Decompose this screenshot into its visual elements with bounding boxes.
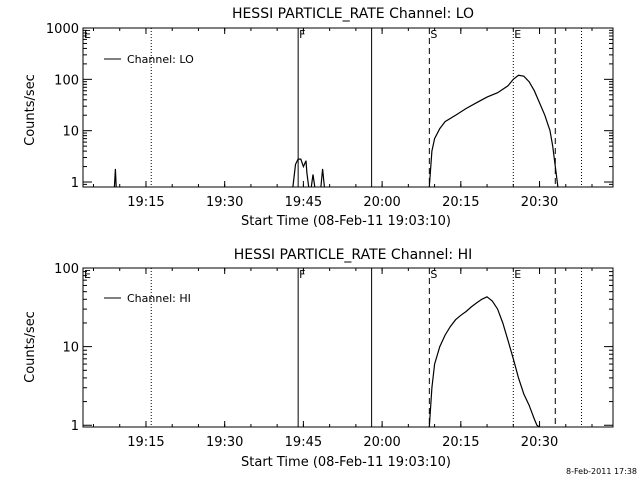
x-tick-label: 19:45 (285, 435, 322, 450)
series-line (428, 296, 540, 428)
x-tick-label: 19:30 (206, 435, 243, 450)
series-line (292, 158, 310, 188)
y-axis-label-lo: Counts/sec (23, 74, 38, 146)
marker-label: E (514, 28, 521, 41)
x-tick-label: 20:30 (521, 195, 558, 210)
marker-label: E (84, 268, 91, 281)
series-line (310, 174, 316, 188)
y-tick-label: 10 (62, 341, 79, 356)
x-tick-label: 19:30 (206, 195, 243, 210)
x-tick-label: 19:15 (127, 195, 164, 210)
plot-area-hi: E F S E 19:15 19:30 19:45 20:00 20:15 20:30 1 10 100 (54, 262, 614, 450)
marker-label: E (514, 268, 521, 281)
x-tick-label: 20:00 (363, 195, 400, 210)
y-tick-label: 1 (71, 176, 79, 191)
marker-label: F (299, 28, 305, 41)
legend-label-hi: Channel: HI (127, 292, 191, 305)
legend-label-lo: Channel: LO (127, 53, 194, 66)
series-line (428, 74, 559, 188)
marker-label: S (430, 28, 437, 41)
x-tick-label: 19:45 (285, 195, 322, 210)
y-tick-label: 10 (62, 125, 79, 140)
marker-label: F (299, 268, 305, 281)
x-axis-label-hi: Start Time (08-Feb-11 19:03:10) (241, 455, 451, 470)
y-tick-label: 1 (71, 419, 79, 434)
panel-hi: HESSI PARTICLE_RATE Channel: HI Counts/s… (23, 247, 614, 470)
plot-area-lo: E F S E 19:15 19:30 19:45 20:00 20:15 20:30 1 10 100… (46, 22, 614, 210)
marker-label: E (84, 28, 91, 41)
x-axis-label-lo: Start Time (08-Feb-11 19:03:10) (241, 214, 451, 229)
plot-frame (82, 27, 614, 188)
x-tick-label: 20:15 (442, 195, 479, 210)
y-axis-label-hi: Counts/sec (23, 311, 38, 383)
x-tick-label: 20:00 (363, 435, 400, 450)
x-tick-label: 20:15 (442, 435, 479, 450)
x-tick-label: 20:30 (521, 435, 558, 450)
chart-title-hi: HESSI PARTICLE_RATE Channel: HI (234, 247, 472, 263)
y-tick-label: 100 (54, 262, 79, 277)
y-tick-label: 100 (54, 73, 79, 88)
x-tick-label: 19:15 (127, 435, 164, 450)
footer-timestamp: 8-Feb-2011 17:38 (566, 467, 637, 476)
marker-label: S (430, 268, 437, 281)
series-line (113, 168, 117, 188)
chart-title-lo: HESSI PARTICLE_RATE Channel: LO (232, 6, 474, 22)
panel-lo: HESSI PARTICLE_RATE Channel: LO Counts/s… (23, 6, 614, 229)
y-tick-label: 1000 (46, 22, 79, 37)
series-line (320, 168, 325, 188)
